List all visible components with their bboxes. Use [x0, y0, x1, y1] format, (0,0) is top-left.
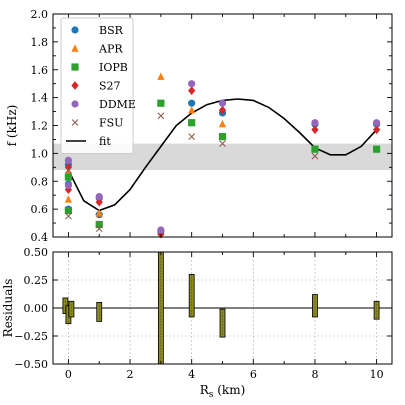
main-y-tick-label: 1.4 — [31, 92, 49, 105]
legend-label-fsu: FSU — [99, 117, 123, 130]
data-point-s27 — [95, 197, 103, 207]
data-point-iopb — [95, 220, 103, 229]
data-point-s27 — [218, 105, 227, 115]
data-point-ddme — [311, 119, 319, 127]
data-point-iopb — [218, 133, 227, 141]
data-point-apr — [188, 105, 196, 114]
data-point-fsu — [65, 166, 72, 174]
legend-box — [60, 17, 134, 154]
data-point-ddme — [372, 119, 381, 127]
x-tick-label: 2 — [127, 368, 134, 381]
x-tick-label: 0 — [65, 368, 72, 381]
x-tick-label: 4 — [188, 368, 195, 381]
residual-bar — [157, 251, 164, 365]
main-y-axis-label: f (kHz) — [5, 105, 19, 147]
data-point-s27 — [64, 162, 73, 172]
data-point-fsu — [157, 112, 165, 120]
data-point-s27 — [64, 185, 73, 195]
legend: BSR APR IOPB S27 DDME FSU fit — [60, 17, 136, 154]
data-point-s27 — [311, 125, 319, 135]
data-point-fsu — [188, 133, 196, 141]
residual-y-tick-label: 0.25 — [24, 274, 49, 287]
data-point-s27 — [372, 125, 381, 135]
data-point-ddme — [64, 181, 73, 190]
legend-label-s27: S27 — [99, 80, 121, 93]
x-tick-label: 6 — [250, 368, 257, 381]
main-y-tick-label: 1.8 — [31, 36, 49, 49]
data-point-ddme — [218, 99, 227, 107]
data-point-fsu — [219, 140, 226, 147]
legend-marker-ddme — [71, 100, 79, 108]
data-point-apr — [64, 195, 73, 203]
legend-label-bsr: BSR — [99, 24, 124, 37]
data-point-bsr — [188, 99, 196, 107]
data-point-ddme — [157, 226, 165, 234]
residuals-y-axis-label: Residuals — [1, 279, 15, 338]
legend-marker-apr — [71, 44, 79, 52]
residual-y-tick-label: 0.50 — [24, 246, 49, 259]
main-y-tick-label: 1.6 — [31, 64, 49, 77]
data-point-s27 — [188, 86, 196, 96]
residuals-panel: −0.50 −0.25 0.00 0.25 0.50 0 2 4 6 8 10 — [14, 246, 393, 381]
legend-label-iopb: IOPB — [99, 61, 128, 74]
data-point-iopb — [64, 206, 73, 215]
data-point-iopb — [372, 145, 381, 153]
data-point-iopb — [64, 173, 73, 181]
data-point-apr — [157, 72, 165, 80]
legend-label-fit: fit — [99, 135, 111, 148]
x-tick-label: 8 — [311, 368, 318, 381]
residual-y-tick-label: −0.25 — [14, 330, 48, 343]
main-panel: 0.4 0.6 0.8 1.0 1.2 1.4 1.6 1.8 2.0 BSR APR IOPB S2… — [31, 8, 393, 244]
data-point-iopb — [157, 99, 165, 107]
data-point-fsu — [311, 152, 319, 160]
legend-marker-s27 — [71, 81, 79, 90]
x-tick-label: 10 — [370, 368, 384, 381]
legend-marker-bsr — [71, 26, 79, 34]
data-point-iopb — [188, 119, 196, 127]
data-point-apr — [218, 119, 227, 128]
main-y-tick-label: 0.6 — [31, 203, 49, 216]
main-y-tick-label: 1.0 — [31, 147, 49, 160]
residual-y-tick-label: −0.50 — [14, 358, 48, 371]
legend-marker-iopb — [71, 63, 79, 71]
x-axis-label: Rs (km) — [200, 383, 246, 400]
legend-marker-fsu — [71, 119, 79, 126]
data-point-ddme — [64, 156, 73, 164]
data-point-ddme — [188, 80, 196, 88]
data-point-fsu — [65, 212, 72, 220]
data-point-fsu — [95, 225, 103, 232]
main-y-tick-label: 1.2 — [31, 120, 49, 133]
main-y-tick-label: 2.0 — [31, 8, 49, 21]
legend-label-ddme: DDME — [99, 98, 136, 111]
main-y-tick-label: 0.8 — [31, 175, 49, 188]
data-point-ddme — [95, 192, 103, 201]
data-point-iopb — [311, 145, 319, 153]
legend-label-apr: APR — [98, 43, 123, 56]
main-y-tick-label: 0.4 — [31, 231, 49, 244]
data-point-apr — [95, 209, 103, 217]
residual-y-tick-label: 0.00 — [24, 302, 49, 315]
